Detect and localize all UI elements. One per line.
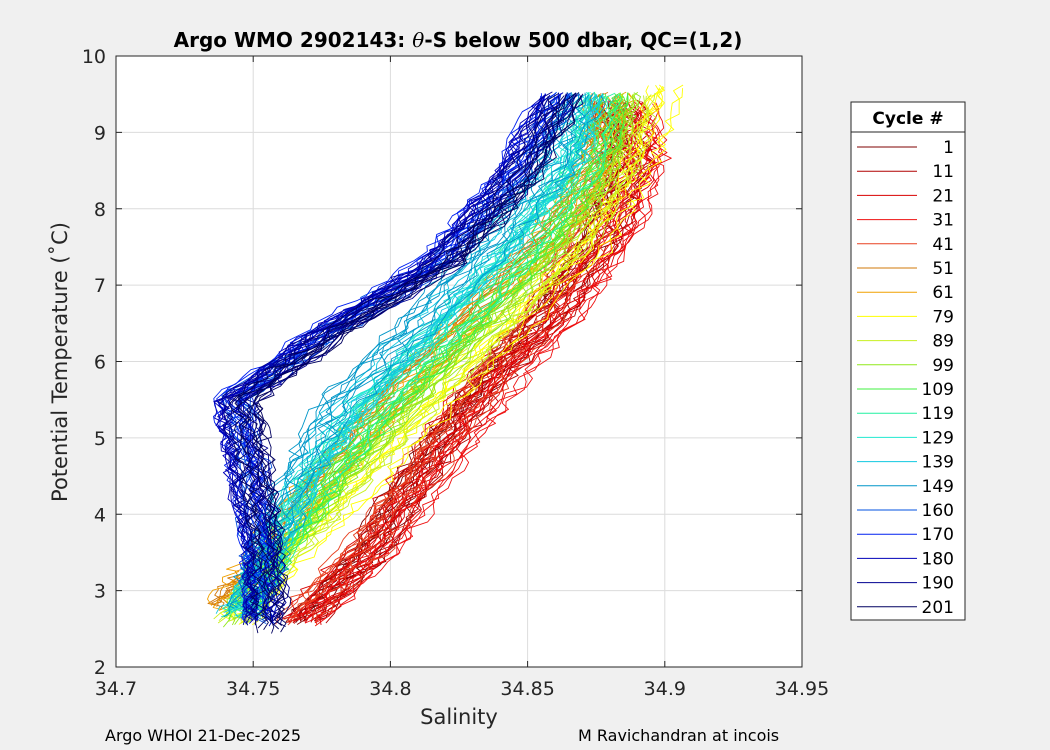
profile-line (251, 88, 684, 626)
legend-label: 160 (922, 501, 954, 521)
profile-line (293, 103, 637, 624)
profile-line (231, 96, 561, 634)
y-tick-label: 2 (94, 657, 106, 679)
footer-left-credit: Argo WHOI 21-Dec-2025 (105, 726, 302, 745)
profile-line (282, 100, 635, 619)
legend-label: 180 (922, 549, 954, 569)
profile-line (305, 99, 631, 616)
legend-label: 61 (932, 283, 954, 303)
profile-line (258, 92, 657, 618)
profile-line (275, 103, 602, 625)
x-tick-label: 34.9 (644, 678, 686, 700)
chart-title-part-1: Argo WMO 2902143: (174, 28, 413, 52)
x-tick-label: 34.8 (369, 678, 411, 700)
legend-label: 21 (932, 186, 954, 206)
profile-line (215, 93, 547, 621)
profile-line (314, 102, 672, 623)
profile-line (241, 94, 599, 616)
legend-entries: 1112131415161798999109119129139149160170… (857, 138, 954, 618)
profile-line (302, 100, 648, 619)
profile-line (225, 94, 555, 621)
legend-label: 119 (922, 404, 954, 424)
legend-label: 129 (922, 428, 954, 448)
chart-title-part-2: -S below 500 dbar, QC=(1,2) (424, 28, 742, 52)
profile-line (215, 93, 571, 614)
legend-label: 139 (922, 453, 954, 473)
profile-line (223, 96, 550, 626)
profile-line (258, 84, 684, 620)
profile-line (314, 103, 665, 627)
profile-line (255, 94, 619, 617)
profile-line (303, 101, 643, 622)
x-tick-label: 34.85 (500, 678, 554, 700)
y-tick-label: 9 (94, 122, 106, 144)
profile-line (239, 95, 592, 619)
x-tick-label: 34.75 (226, 678, 280, 700)
profile-line (314, 102, 668, 624)
data-series-group (207, 84, 684, 634)
y-axis-label: Potential Temperature (˚C) (48, 222, 72, 502)
profile-line (222, 91, 553, 616)
legend-label: 79 (932, 307, 954, 327)
y-tick-label: 4 (94, 504, 106, 526)
profile-line (247, 92, 618, 614)
profile-line (228, 92, 560, 629)
y-tick-label: 7 (94, 275, 106, 297)
legend: Cycle # 11121314151617989991091191291391… (850, 101, 966, 621)
legend-label: 89 (932, 332, 954, 352)
chart-title-theta-symbol: θ (412, 28, 424, 52)
profile-line (246, 92, 641, 619)
legend-label: 170 (922, 525, 954, 545)
profile-line (231, 92, 564, 618)
x-tick-label: 34.95 (775, 678, 829, 700)
profile-line (244, 95, 650, 625)
legend-box (850, 101, 966, 621)
profile-line (319, 102, 656, 625)
profile-line (246, 94, 640, 623)
legend-label: 201 (922, 598, 954, 618)
profile-line (259, 92, 629, 612)
profile-line (243, 94, 577, 623)
footer-right-credit: M Ravichandran at incois (578, 726, 780, 745)
legend-label: 11 (932, 162, 954, 182)
legend-label: 190 (922, 574, 954, 594)
profile-line (288, 99, 628, 617)
y-tick-label: 5 (94, 428, 106, 450)
legend-label: 51 (932, 259, 954, 279)
profile-line (252, 92, 580, 626)
y-tick-label: 8 (94, 199, 106, 221)
y-tick-label: 6 (94, 352, 106, 374)
y-tick-label: 10 (82, 46, 106, 68)
profile-line (248, 96, 628, 619)
legend-label: 41 (932, 235, 954, 255)
legend-label: 99 (932, 356, 954, 376)
x-axis-label: Salinity (420, 705, 498, 729)
chart-title: Argo WMO 2902143: θ-S below 500 dbar, QC… (174, 28, 743, 52)
profile-line (257, 95, 606, 617)
profile-line (242, 92, 587, 611)
y-tick-label: 3 (94, 581, 106, 603)
legend-label: 31 (932, 211, 954, 231)
legend-title: Cycle # (872, 109, 943, 129)
legend-label: 109 (922, 380, 954, 400)
axis-ticks: 34.7 34.75 34.8 34.85 34.9 34.95 2 3 4 5 6 7 8 9 10 (82, 46, 829, 700)
profile-line (245, 94, 652, 625)
legend-label: 149 (922, 477, 954, 497)
x-tick-label: 34.7 (95, 678, 137, 700)
profile-line (238, 93, 567, 623)
profile-line (304, 102, 658, 624)
profile-line (217, 94, 546, 622)
legend-label: 1 (943, 138, 954, 158)
profile-line (256, 92, 594, 611)
profile-line (292, 102, 648, 622)
profile-line (316, 102, 643, 626)
